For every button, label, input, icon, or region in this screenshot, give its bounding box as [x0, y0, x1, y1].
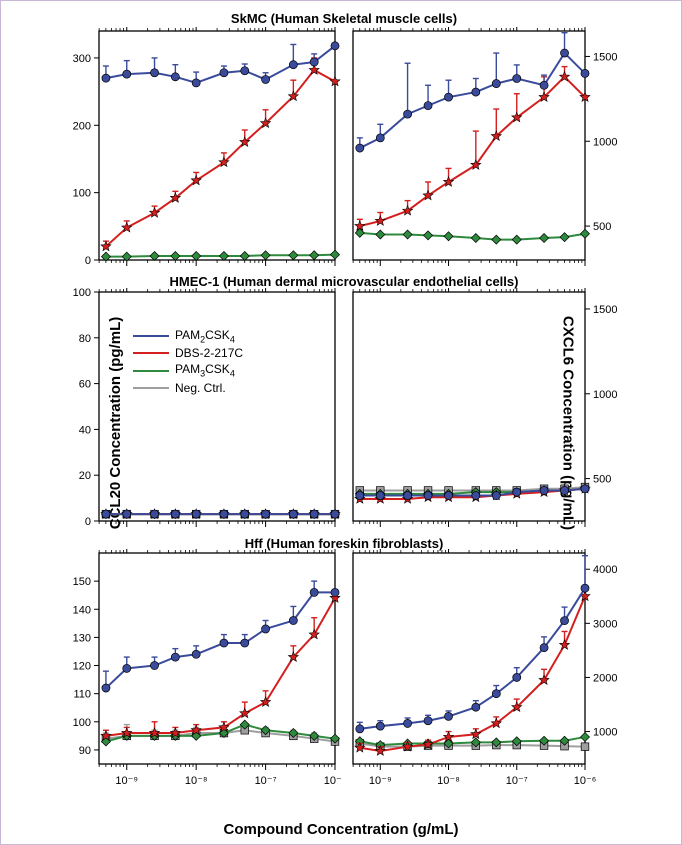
panel-skmc-cxcl6: 500 1000 1500 — [347, 13, 625, 270]
svg-text:120: 120 — [73, 661, 91, 673]
svg-text:10⁻⁷: 10⁻⁷ — [506, 775, 528, 787]
x-axis-label: Compound Concentration (g/mL) — [1, 821, 681, 838]
svg-text:0: 0 — [85, 516, 91, 528]
panel-skmc-ccl20: 0 100 200 300 — [63, 13, 341, 270]
svg-text:60: 60 — [79, 379, 91, 391]
svg-text:90: 90 — [79, 745, 91, 757]
panel-grid: 0 100 200 300 500 1000 1500 0 20 40 60 80 100 PAM2C… — [63, 13, 625, 792]
svg-text:100: 100 — [73, 717, 91, 729]
panel-hff-cxcl6: 1000 2000 3000 4000 10⁻⁹ 10⁻⁸ 10⁻⁷ 10⁻⁶ — [347, 535, 625, 792]
svg-text:10⁻⁹: 10⁻⁹ — [115, 775, 138, 787]
svg-text:10⁻⁷: 10⁻⁷ — [255, 775, 277, 787]
legend-item-dbs: DBS-2-217C — [133, 346, 243, 360]
panel-hmec-cxcl6: 500 1000 1500 — [347, 274, 625, 531]
svg-text:4000: 4000 — [593, 564, 617, 576]
svg-text:10⁻⁹: 10⁻⁹ — [369, 775, 392, 787]
legend: PAM2CSK4 DBS-2-217C PAM3CSK4 Neg. Ctrl. — [127, 322, 249, 401]
svg-text:1000: 1000 — [593, 136, 617, 148]
legend-swatch-pam2 — [133, 329, 169, 343]
legend-label-pam2: PAM2CSK4 — [175, 328, 235, 344]
svg-text:1500: 1500 — [593, 51, 617, 63]
svg-text:130: 130 — [73, 632, 91, 644]
figure: CCL20 Concentration (pg/mL) CXCL6 Concen… — [0, 0, 682, 845]
legend-label-dbs: DBS-2-217C — [175, 346, 243, 360]
legend-item-neg: Neg. Ctrl. — [133, 381, 243, 395]
panel-hff-ccl20: 90 100 110 120 130 140 150 10⁻⁹ 10⁻⁸ 10⁻⁷ 10⁻⁶ — [63, 535, 341, 792]
panel-hmec-ccl20: 0 20 40 60 80 100 PAM2CSK4 DBS-2-217C PAM3CSK4 Ne… — [63, 274, 341, 531]
legend-item-pam2: PAM2CSK4 — [133, 328, 243, 344]
svg-text:100: 100 — [73, 188, 91, 200]
svg-text:500: 500 — [593, 474, 611, 486]
svg-text:10⁻⁸: 10⁻⁸ — [185, 775, 208, 787]
svg-text:100: 100 — [73, 287, 91, 299]
svg-text:1000: 1000 — [593, 389, 617, 401]
svg-text:10⁻⁸: 10⁻⁸ — [437, 775, 460, 787]
svg-text:20: 20 — [79, 470, 91, 482]
svg-text:80: 80 — [79, 333, 91, 345]
svg-text:300: 300 — [73, 53, 91, 65]
svg-text:150: 150 — [73, 576, 91, 588]
svg-text:500: 500 — [593, 221, 611, 233]
svg-text:110: 110 — [73, 689, 91, 701]
svg-text:40: 40 — [79, 424, 91, 436]
legend-label-neg: Neg. Ctrl. — [175, 381, 226, 395]
svg-text:3000: 3000 — [593, 618, 617, 630]
svg-text:140: 140 — [73, 604, 91, 616]
svg-text:10⁻⁶: 10⁻⁶ — [574, 775, 597, 787]
svg-text:1000: 1000 — [593, 727, 617, 739]
svg-text:200: 200 — [73, 120, 91, 132]
svg-text:2000: 2000 — [593, 672, 617, 684]
legend-item-pam3: PAM3CSK4 — [133, 362, 243, 378]
legend-swatch-neg — [133, 381, 169, 395]
legend-swatch-pam3 — [133, 364, 169, 378]
svg-text:0: 0 — [85, 255, 91, 267]
svg-text:10⁻⁶: 10⁻⁶ — [324, 775, 341, 787]
legend-label-pam3: PAM3CSK4 — [175, 362, 235, 378]
legend-swatch-dbs — [133, 346, 169, 360]
svg-text:1500: 1500 — [593, 304, 617, 316]
